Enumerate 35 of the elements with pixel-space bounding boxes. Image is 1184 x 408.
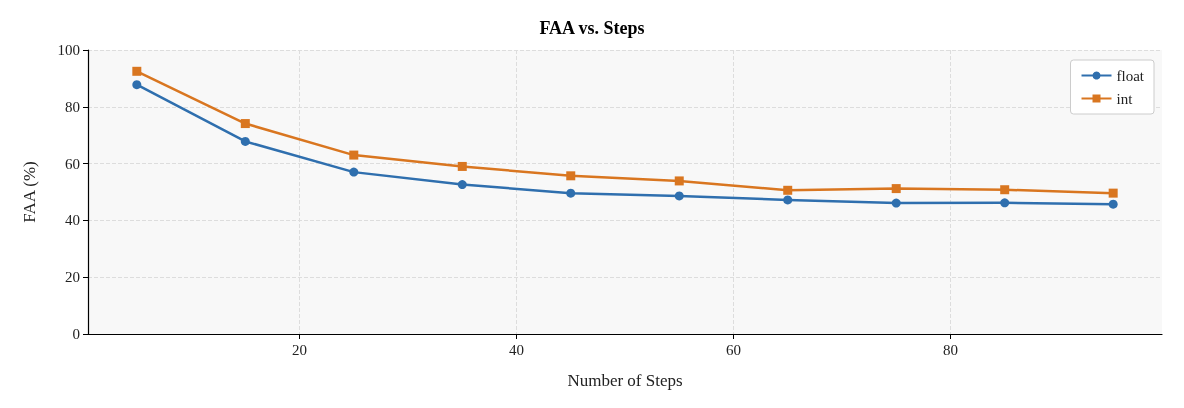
y-axis-title: FAA (%) bbox=[20, 161, 39, 223]
chart-title: FAA vs. Steps bbox=[539, 18, 645, 38]
y-tick-label: 40 bbox=[65, 212, 80, 229]
point bbox=[1108, 199, 1118, 209]
legend-label: float bbox=[1116, 67, 1145, 84]
point bbox=[132, 80, 142, 90]
y-tick-label: 100 bbox=[57, 42, 80, 58]
x-tick-label: 20 bbox=[292, 341, 308, 358]
point bbox=[891, 198, 901, 208]
point bbox=[566, 188, 576, 198]
point bbox=[674, 191, 684, 201]
point bbox=[783, 185, 793, 195]
point bbox=[783, 195, 793, 205]
point bbox=[240, 119, 250, 129]
y-tick-label: 20 bbox=[65, 269, 80, 286]
point bbox=[891, 184, 901, 194]
point bbox=[457, 180, 467, 190]
point bbox=[349, 167, 359, 177]
point bbox=[674, 176, 684, 186]
legend-label: int bbox=[1116, 90, 1134, 107]
point bbox=[1108, 188, 1118, 198]
point bbox=[240, 136, 250, 146]
point bbox=[1000, 185, 1010, 195]
point bbox=[1000, 198, 1010, 208]
y-tick-label: 80 bbox=[65, 98, 80, 115]
x-tick-label: 80 bbox=[942, 341, 958, 358]
point bbox=[349, 150, 359, 160]
point bbox=[132, 66, 142, 76]
y-tick-label: 60 bbox=[65, 155, 80, 172]
x-tick-label: 40 bbox=[509, 341, 525, 358]
x-tick-label: 60 bbox=[725, 341, 741, 358]
point bbox=[457, 161, 467, 171]
point bbox=[566, 171, 576, 181]
x-axis-title: Number of Steps bbox=[567, 371, 683, 390]
y-tick-label: 0 bbox=[72, 326, 80, 342]
